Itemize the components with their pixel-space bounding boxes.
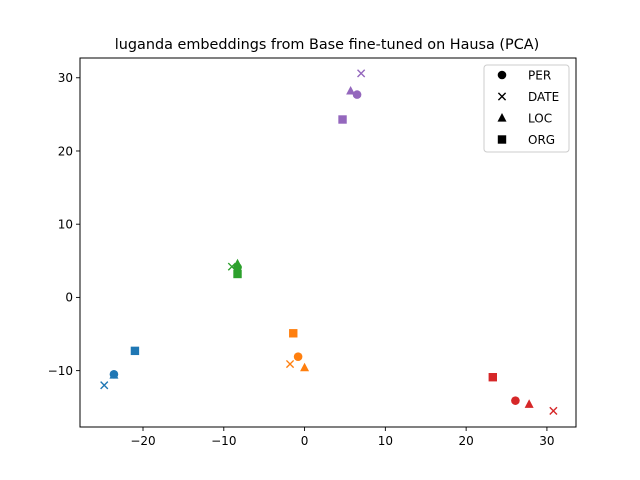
x-tick-label: −20 bbox=[130, 434, 155, 448]
data-point-loc-3 bbox=[233, 258, 243, 268]
data-point-per-5 bbox=[511, 396, 520, 405]
x-tick-label: 30 bbox=[539, 434, 554, 448]
legend-box bbox=[483, 64, 570, 153]
legend-label-loc: LOC bbox=[528, 112, 552, 126]
data-point-loc-5 bbox=[524, 399, 534, 408]
legend-marker-per bbox=[497, 70, 507, 80]
y-tick-label: −10 bbox=[48, 364, 73, 378]
data-point-org-3 bbox=[233, 269, 242, 279]
data-point-per-2 bbox=[293, 352, 303, 362]
legend-label-per: PER bbox=[528, 69, 551, 83]
chart-title: luganda embeddings from Base fine-tuned … bbox=[115, 37, 539, 53]
legend-marker-date bbox=[497, 92, 507, 101]
legend-marker-loc bbox=[497, 113, 507, 122]
data-point-org-1 bbox=[130, 346, 140, 356]
data-point-loc-1 bbox=[109, 370, 119, 379]
data-point-date-2 bbox=[285, 359, 295, 369]
legend-label-org: ORG bbox=[528, 133, 555, 147]
data-point-date-4 bbox=[357, 69, 366, 78]
data-point-loc-2 bbox=[300, 362, 310, 372]
data-point-loc-4 bbox=[346, 85, 356, 95]
data-point-org-5 bbox=[488, 373, 497, 382]
legend-label-date: DATE bbox=[528, 90, 559, 104]
y-tick-label: 0 bbox=[65, 291, 73, 305]
y-tick-label: 20 bbox=[58, 144, 73, 158]
legend-marker-org bbox=[497, 135, 507, 144]
data-points bbox=[100, 69, 558, 415]
data-point-date-5 bbox=[549, 406, 558, 415]
axis-ticks: −20 −10 0 10 20 30 −10 0 10 20 30 bbox=[48, 71, 555, 448]
data-point-org-4 bbox=[338, 115, 347, 124]
x-tick-label: 20 bbox=[458, 434, 473, 448]
data-point-date-3 bbox=[227, 262, 236, 271]
x-tick-label: 10 bbox=[378, 434, 393, 448]
legend: PER DATE LOC ORG bbox=[483, 64, 570, 153]
plot-frame bbox=[79, 57, 577, 428]
x-tick-label: 0 bbox=[301, 434, 309, 448]
y-tick-label: 10 bbox=[58, 217, 73, 231]
y-tick-label: 30 bbox=[58, 71, 73, 85]
x-tick-label: −10 bbox=[211, 434, 236, 448]
data-point-date-1 bbox=[100, 381, 109, 390]
data-point-per-4 bbox=[352, 90, 362, 99]
data-point-org-2 bbox=[289, 329, 298, 338]
